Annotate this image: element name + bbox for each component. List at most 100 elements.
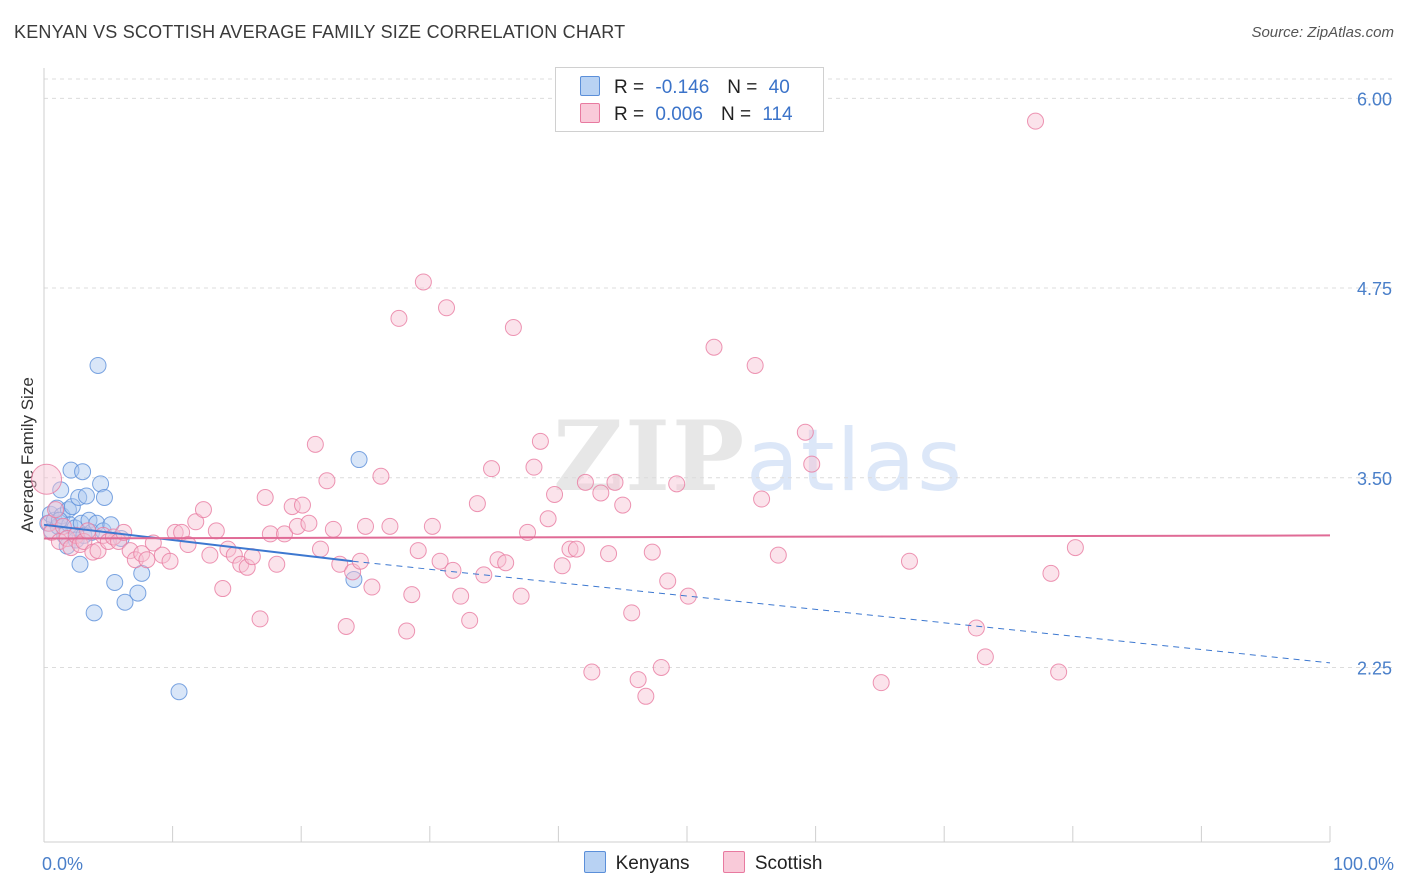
legend-n-label: N = [727, 77, 758, 98]
point-scottish-81 [539, 510, 557, 528]
y-tick-label-1: 3.50 [1357, 469, 1392, 489]
point-scottish-41 [261, 525, 279, 543]
point-scottish-31 [201, 546, 219, 564]
point-kenyans-30 [106, 573, 124, 591]
point-scottish-89 [600, 545, 618, 563]
point-scottish-100 [705, 338, 723, 356]
point-scottish-108 [967, 619, 985, 637]
point-scottish-40 [256, 488, 274, 506]
legend-r-label: R = [614, 104, 645, 125]
point-scottish-42 [268, 555, 286, 573]
point-scottish-3 [47, 501, 65, 519]
series-swatch-kenyans [583, 851, 606, 873]
point-scottish-109 [976, 648, 994, 666]
point-kenyans-21 [71, 555, 89, 573]
point-scottish-101 [746, 356, 764, 374]
point-scottish-93 [629, 671, 647, 689]
point-kenyans-37 [350, 451, 368, 469]
correlation-legend: R = -0.146 N = 40 R = 0.006 N = 114 [555, 67, 824, 132]
point-kenyans-28 [95, 488, 113, 506]
point-scottish-103 [769, 546, 787, 564]
point-scottish-91 [614, 496, 632, 514]
point-scottish-79 [525, 458, 543, 476]
watermark-atlas: atlas [746, 411, 964, 511]
point-kenyans-24 [85, 604, 103, 622]
point-scottish-37 [238, 558, 256, 576]
x-tick-label-0: 0.0% [42, 854, 83, 874]
y-tick-label-0: 2.25 [1357, 658, 1392, 678]
point-scottish-68 [444, 561, 462, 579]
point-scottish-94 [637, 687, 655, 705]
point-scottish-32 [207, 522, 225, 540]
point-scottish-85 [567, 540, 585, 558]
point-scottish-46 [293, 496, 311, 514]
point-scottish-33 [214, 580, 232, 598]
point-scottish-61 [398, 622, 416, 640]
point-scottish-59 [381, 517, 399, 535]
legend-r-value-scottish: 0.006 [655, 104, 703, 125]
series-legend-kenyans[interactable]: Kenyans [583, 851, 690, 875]
watermark: ZIPatlas [553, 400, 964, 513]
point-scottish-92 [623, 604, 641, 622]
chart-title: KENYAN VS SCOTTISH AVERAGE FAMILY SIZE C… [14, 22, 626, 42]
point-scottish-86 [576, 473, 594, 491]
point-scottish-83 [553, 557, 571, 575]
point-scottish-102 [753, 490, 771, 508]
point-kenyans-20 [77, 487, 95, 505]
point-scottish-97 [659, 572, 677, 590]
point-scottish-64 [414, 273, 432, 291]
point-scottish-88 [592, 484, 610, 502]
legend-swatch-scottish [580, 103, 600, 123]
point-scottish-104 [796, 423, 814, 441]
point-scottish-66 [431, 552, 449, 570]
legend-r-label: R = [614, 77, 645, 98]
trend-line-kenyans-extrapolated [352, 560, 1331, 664]
point-scottish-96 [652, 658, 670, 676]
series-legend-scottish[interactable]: Scottish [722, 851, 823, 875]
point-scottish-77 [512, 587, 530, 605]
point-scottish-38 [243, 548, 261, 566]
point-scottish-95 [643, 543, 661, 561]
point-kenyans-6 [52, 481, 70, 499]
watermark-zip: ZIP [553, 400, 747, 513]
point-scottish-87 [583, 663, 601, 681]
point-kenyans-26 [92, 475, 110, 493]
point-scottish-51 [324, 520, 342, 538]
legend-row-kenyans: R = -0.146 N = 40 [580, 76, 790, 100]
point-scottish-60 [390, 309, 408, 327]
series-legend: Kenyans Scottish [0, 851, 1406, 875]
legend-n-label: N = [720, 104, 752, 125]
point-scottish-90 [606, 473, 624, 491]
point-scottish-30 [194, 501, 212, 519]
point-kenyans-35 [89, 356, 107, 374]
point-scottish-50 [318, 472, 336, 490]
point-scottish-67 [438, 299, 456, 317]
point-kenyans-13 [63, 498, 81, 516]
point-scottish-58 [372, 467, 390, 485]
point-scottish-62 [403, 586, 421, 604]
point-scottish-0 [31, 463, 63, 495]
point-scottish-73 [483, 460, 501, 478]
point-scottish-72 [475, 566, 493, 584]
point-scottish-112 [1042, 564, 1060, 582]
series-swatch-scottish [722, 851, 745, 873]
series-label-scottish: Scottish [754, 853, 823, 874]
point-scottish-53 [337, 617, 355, 635]
point-scottish-25 [161, 552, 179, 570]
point-scottish-80 [531, 432, 549, 450]
trend-line-kenyans [43, 523, 353, 563]
point-scottish-82 [546, 485, 564, 503]
point-scottish-63 [409, 542, 427, 560]
point-scottish-20 [126, 551, 144, 569]
point-scottish-56 [357, 517, 374, 535]
point-kenyans-18 [74, 463, 92, 481]
point-scottish-111 [1050, 663, 1068, 681]
legend-n-value-scottish: 114 [762, 104, 793, 125]
point-scottish-98 [668, 475, 686, 493]
point-scottish-110 [1027, 112, 1045, 130]
point-scottish-65 [423, 517, 441, 535]
point-scottish-57 [363, 578, 381, 596]
point-scottish-71 [468, 495, 486, 513]
point-scottish-70 [461, 611, 479, 629]
